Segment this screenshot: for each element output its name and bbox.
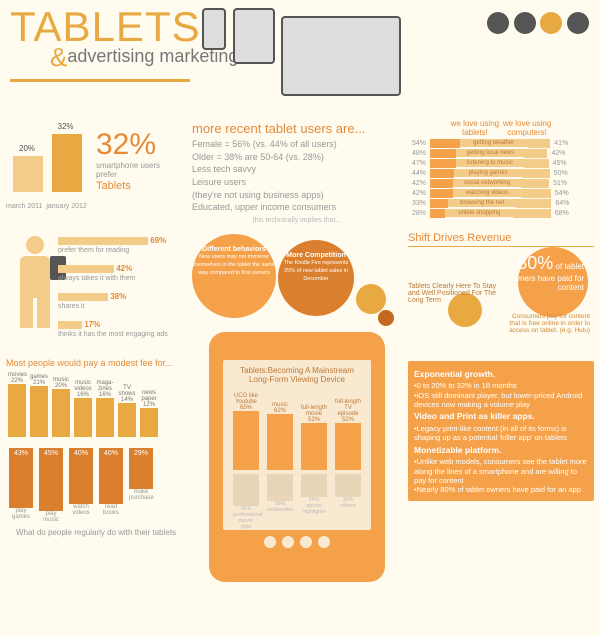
use-bar: 43%play games — [9, 448, 33, 520]
recent-line: Leisure users — [192, 176, 402, 189]
use-bar: 40%watch videos — [69, 448, 93, 516]
compare-header: we love using tablets! we love using com… — [408, 120, 594, 138]
recent-title: more recent tablet users are... — [192, 120, 402, 138]
recent-line: Older = 38% are 50-64 (vs. 28%) — [192, 151, 402, 164]
recent-line: (they're not using business apps) — [192, 189, 402, 202]
use-bar: 40%read books — [99, 448, 123, 516]
fee-bar: TV shows14% — [118, 385, 136, 437]
bubbles: Different behaviorsNew users may not imm… — [192, 234, 402, 324]
compare-row: 47%listening to music45% — [408, 159, 594, 168]
video-bar-low: 39%webisodes — [267, 474, 293, 513]
fee-bar: music20% — [52, 377, 70, 437]
person-stat-row: 17%thinks it has the most engaging ads — [58, 320, 168, 338]
recent-line: Educated, upper income consumers — [192, 201, 402, 214]
compare-chart: 54%getting weather41%48%getting local ne… — [408, 139, 594, 218]
fee-bar: movies22% — [8, 372, 26, 437]
next-icon — [300, 536, 312, 548]
use-bar: 29%make purchase — [129, 448, 153, 501]
media-controls — [223, 536, 371, 548]
phone-icon — [202, 8, 226, 50]
stop-icon — [318, 536, 330, 548]
insights-box: Exponential growth. •0 to 20% to 32% in … — [408, 361, 594, 501]
compare-row: 33%browsing the net64% — [408, 199, 594, 208]
dot — [540, 12, 562, 34]
bubble-competition: More CompetitionThe Kindle Fire represen… — [278, 240, 354, 316]
fee-chart: Most people would pay a modest fee for..… — [6, 358, 186, 442]
dot — [567, 12, 589, 34]
play-icon — [282, 536, 294, 548]
fee-bar: games21% — [30, 374, 48, 436]
phone-chart-title: Tablets:Becoming A Mainstream Long-Form … — [229, 366, 365, 384]
bubble-sm — [356, 284, 386, 314]
mid-col: more recent tablet users are... Female =… — [192, 120, 402, 590]
compare-row: 42%watching videos54% — [408, 189, 594, 198]
video-bar-low: 46%professional movie clips — [233, 474, 259, 530]
header-dots — [486, 12, 590, 36]
video-bar: music62% — [267, 402, 293, 470]
person-stat-row: 42%always takes it with them — [58, 264, 135, 282]
compare-row: 54%getting weather41% — [408, 139, 594, 148]
prev-icon — [264, 536, 276, 548]
bar-2012: 32% — [52, 134, 82, 192]
video-bar-low: 34%others — [335, 474, 361, 510]
left-col: 20% 32% march 2011 january 2012 32%smart… — [6, 120, 186, 541]
compare-row: 44%playing games50% — [408, 169, 594, 178]
bar-2011: 20% — [13, 156, 43, 192]
right-col: we love using tablets! we love using com… — [408, 120, 594, 501]
fee-title: Most people would pay a modest fee for..… — [6, 358, 186, 368]
big-stat: 32%smartphone users preferTablets — [96, 128, 176, 192]
compare-row: 48%getting local news42% — [408, 149, 594, 158]
fee-bar: news paper12% — [140, 390, 158, 437]
tablet-sm-icon — [233, 8, 275, 64]
bubble-behaviors: Different behaviorsNew users may not imm… — [192, 234, 276, 318]
tablet-mockup: Tablets:Becoming A Mainstream Long-Form … — [209, 332, 385, 582]
shift-section: Shift Drives Revenue 80% of tablet owner… — [408, 232, 594, 357]
header: TABLETS &advertising marketing — [0, 0, 600, 110]
tablet-screen: Tablets:Becoming A Mainstream Long-Form … — [223, 360, 371, 530]
dot — [514, 12, 536, 34]
header-rule — [10, 79, 190, 82]
fee-bar: music videos16% — [74, 380, 92, 436]
video-bar: full-length TV episode52% — [335, 399, 361, 470]
video-bar-low: 34%sports highlights — [301, 474, 327, 516]
bubble-xs — [378, 310, 394, 326]
prefer-chart: 20% 32% march 2011 january 2012 32%smart… — [6, 120, 186, 210]
compare-row: 42%social networking51% — [408, 179, 594, 188]
use-bar: 45%play music — [39, 448, 63, 523]
use-title: What do people regularly do with their t… — [6, 528, 186, 537]
ampersand: & — [50, 42, 67, 72]
person-stat-row: 69%prefer them for reading — [58, 236, 166, 254]
person-stat-row: 38%shares it — [58, 292, 126, 310]
device-icons — [200, 8, 403, 96]
person-stats: 69%prefer them for reading 42%always tak… — [6, 226, 186, 346]
recent-users: more recent tablet users are... Female =… — [192, 120, 402, 226]
fee-bar: maga-zines16% — [96, 380, 114, 436]
compare-row: 28%online shopping68% — [408, 209, 594, 218]
tablet-use-chart: 43%play games45%play music40%watch video… — [6, 448, 186, 537]
shift-title: Shift Drives Revenue — [408, 232, 594, 247]
tablet-lg-icon — [281, 16, 401, 96]
person-icon — [10, 236, 60, 336]
recent-line: Less tech savvy — [192, 163, 402, 176]
dot — [487, 12, 509, 34]
video-bar: UCG like Youtube65% — [233, 393, 259, 470]
recent-line: Female = 56% (vs. 44% of all users) — [192, 138, 402, 151]
video-bar: full-length movie52% — [301, 405, 327, 470]
